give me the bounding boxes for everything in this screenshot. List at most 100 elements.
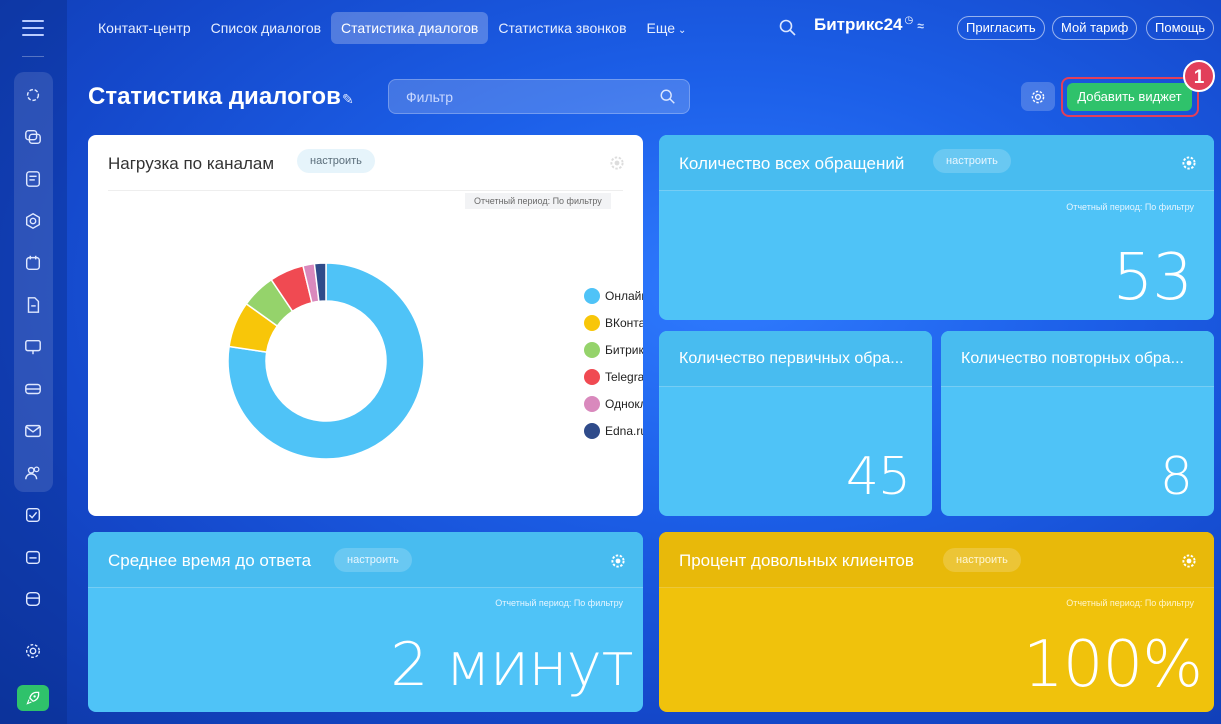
- widget-value: 100%: [1023, 628, 1203, 702]
- legend-label: Edna.ru: [605, 423, 643, 438]
- donut-chart: [227, 262, 425, 460]
- rail-divider: [22, 56, 44, 57]
- legend-item[interactable]: Одноклассники: [584, 395, 643, 412]
- help-button[interactable]: Помощь: [1146, 16, 1215, 40]
- mail-icon[interactable]: [22, 420, 44, 442]
- brand-name: Битрикс: [814, 15, 884, 34]
- gear-icon[interactable]: [1181, 155, 1197, 171]
- donut-slice[interactable]: [227, 262, 425, 460]
- calendar-icon[interactable]: [22, 252, 44, 274]
- settings-button[interactable]: [1021, 82, 1055, 111]
- drive-icon[interactable]: [22, 378, 44, 400]
- legend-dot: [584, 341, 600, 358]
- legend-label: Онлайн-чат: [605, 288, 643, 303]
- configure-button[interactable]: настроить: [943, 548, 1021, 572]
- widget-title: Количество первичных обра...: [679, 350, 904, 367]
- legend-item[interactable]: Битрикс24: [584, 341, 643, 358]
- widget-value: 2 минут: [390, 630, 634, 700]
- chevron-down-icon: ⌄: [678, 25, 687, 36]
- clock-icon: ◷: [904, 15, 914, 27]
- chart-legend: Онлайн-чат ВКонтакте Битрикс24 Telegram …: [584, 287, 643, 449]
- period-label: Отчетный период: По фильтру: [1066, 598, 1194, 608]
- brand-logo[interactable]: Битрикс24 ◷ ≈: [814, 15, 924, 35]
- configure-button[interactable]: настроить: [297, 149, 375, 173]
- gear-icon[interactable]: [610, 553, 626, 569]
- legend-dot: [584, 368, 600, 385]
- legend-item[interactable]: Telegram: [584, 368, 643, 385]
- widget-repeat-requests: Количество повторных обра... 8: [941, 331, 1214, 516]
- legend-label: ВКонтакте: [605, 315, 643, 330]
- configure-button[interactable]: настроить: [933, 149, 1011, 173]
- widget-header: [88, 532, 643, 588]
- widget-satisfied-clients: Процент довольных клиентов настроить Отч…: [659, 532, 1214, 712]
- add-widget-button[interactable]: Добавить виджет: [1067, 83, 1192, 111]
- menu-icon[interactable]: [22, 20, 44, 36]
- filter-input[interactable]: [389, 80, 649, 113]
- legend-label: Одноклассники: [605, 396, 643, 411]
- page-title: Статистика диалогов: [88, 83, 341, 110]
- tab-more-label: Еще: [646, 20, 676, 36]
- legend-item[interactable]: Онлайн-чат: [584, 287, 643, 304]
- widget-first-requests: Количество первичных обра... 45: [659, 331, 932, 516]
- divider: [108, 190, 623, 191]
- tab-dialog-list[interactable]: Список диалогов: [210, 20, 322, 36]
- widget-value: 8: [1159, 447, 1193, 507]
- crm-icon[interactable]: [22, 210, 44, 232]
- tune-icon: ≈: [917, 19, 924, 33]
- legend-dot: [584, 395, 600, 412]
- widget-value: 45: [845, 447, 911, 507]
- gear-icon[interactable]: [609, 155, 625, 171]
- tab-dialog-stats[interactable]: Статистика диалогов: [331, 12, 489, 44]
- widget-title: Процент довольных клиентов: [679, 551, 914, 570]
- gear-icon: [1031, 90, 1045, 103]
- store-icon[interactable]: [22, 588, 44, 610]
- legend-label: Битрикс24: [605, 342, 643, 357]
- contact-center-icon[interactable]: [22, 84, 44, 106]
- my-tariff-button[interactable]: Мой тариф: [1052, 16, 1138, 40]
- widget-title: Нагрузка по каналам: [108, 154, 275, 173]
- widget-channels: Нагрузка по каналам настроить Отчетный п…: [88, 135, 643, 516]
- gear-icon[interactable]: [1181, 553, 1197, 569]
- widget-header: [941, 331, 1214, 387]
- planner-icon[interactable]: [22, 546, 44, 568]
- search-icon[interactable]: [659, 88, 677, 106]
- configure-button[interactable]: настроить: [334, 548, 412, 572]
- invite-button[interactable]: Пригласить: [957, 16, 1045, 40]
- period-label: Отчетный период: По фильтру: [495, 598, 623, 608]
- widget-header: [659, 532, 1214, 588]
- legend-dot: [584, 287, 600, 304]
- donut-slice[interactable]: [313, 262, 327, 303]
- brand-number: 24: [883, 15, 903, 34]
- chat-icon[interactable]: [22, 126, 44, 148]
- tab-more[interactable]: Еще ⌄: [637, 12, 697, 44]
- widget-title: Количество всех обращений: [679, 154, 905, 173]
- filter-box: [388, 79, 690, 114]
- period-label: Отчетный период: По фильтру: [465, 193, 611, 209]
- step-badge: 1: [1183, 60, 1215, 92]
- tab-call-stats[interactable]: Статистика звонков: [498, 20, 627, 36]
- employees-icon[interactable]: [22, 462, 44, 484]
- legend-dot: [584, 314, 600, 331]
- pin-icon[interactable]: ✎: [342, 91, 354, 107]
- top-nav: Контакт-центр Список диалогов Статистика…: [88, 12, 696, 44]
- tab-contact-center[interactable]: Контакт-центр: [98, 20, 191, 36]
- feed-icon[interactable]: [22, 168, 44, 190]
- widget-title: Количество повторных обра...: [961, 350, 1184, 367]
- search-icon[interactable]: [778, 18, 798, 38]
- tasks-icon[interactable]: [22, 504, 44, 526]
- documents-icon[interactable]: [22, 294, 44, 316]
- widget-all-requests: Количество всех обращений настроить Отче…: [659, 135, 1214, 320]
- legend-item[interactable]: ВКонтакте: [584, 314, 643, 331]
- rocket-icon[interactable]: [17, 685, 49, 711]
- widget-avg-response-time: Среднее время до ответа настроить Отчетн…: [88, 532, 643, 712]
- widget-header: [659, 331, 932, 387]
- widget-value: 53: [1112, 241, 1193, 315]
- presentation-icon[interactable]: [22, 336, 44, 358]
- left-rail: [0, 0, 67, 724]
- highlight-frame: [1061, 77, 1199, 117]
- settings-icon[interactable]: [22, 640, 44, 662]
- legend-label: Telegram: [605, 369, 643, 384]
- legend-item[interactable]: Edna.ru: [584, 422, 643, 439]
- legend-dot: [584, 422, 600, 439]
- rail-group: [14, 72, 53, 492]
